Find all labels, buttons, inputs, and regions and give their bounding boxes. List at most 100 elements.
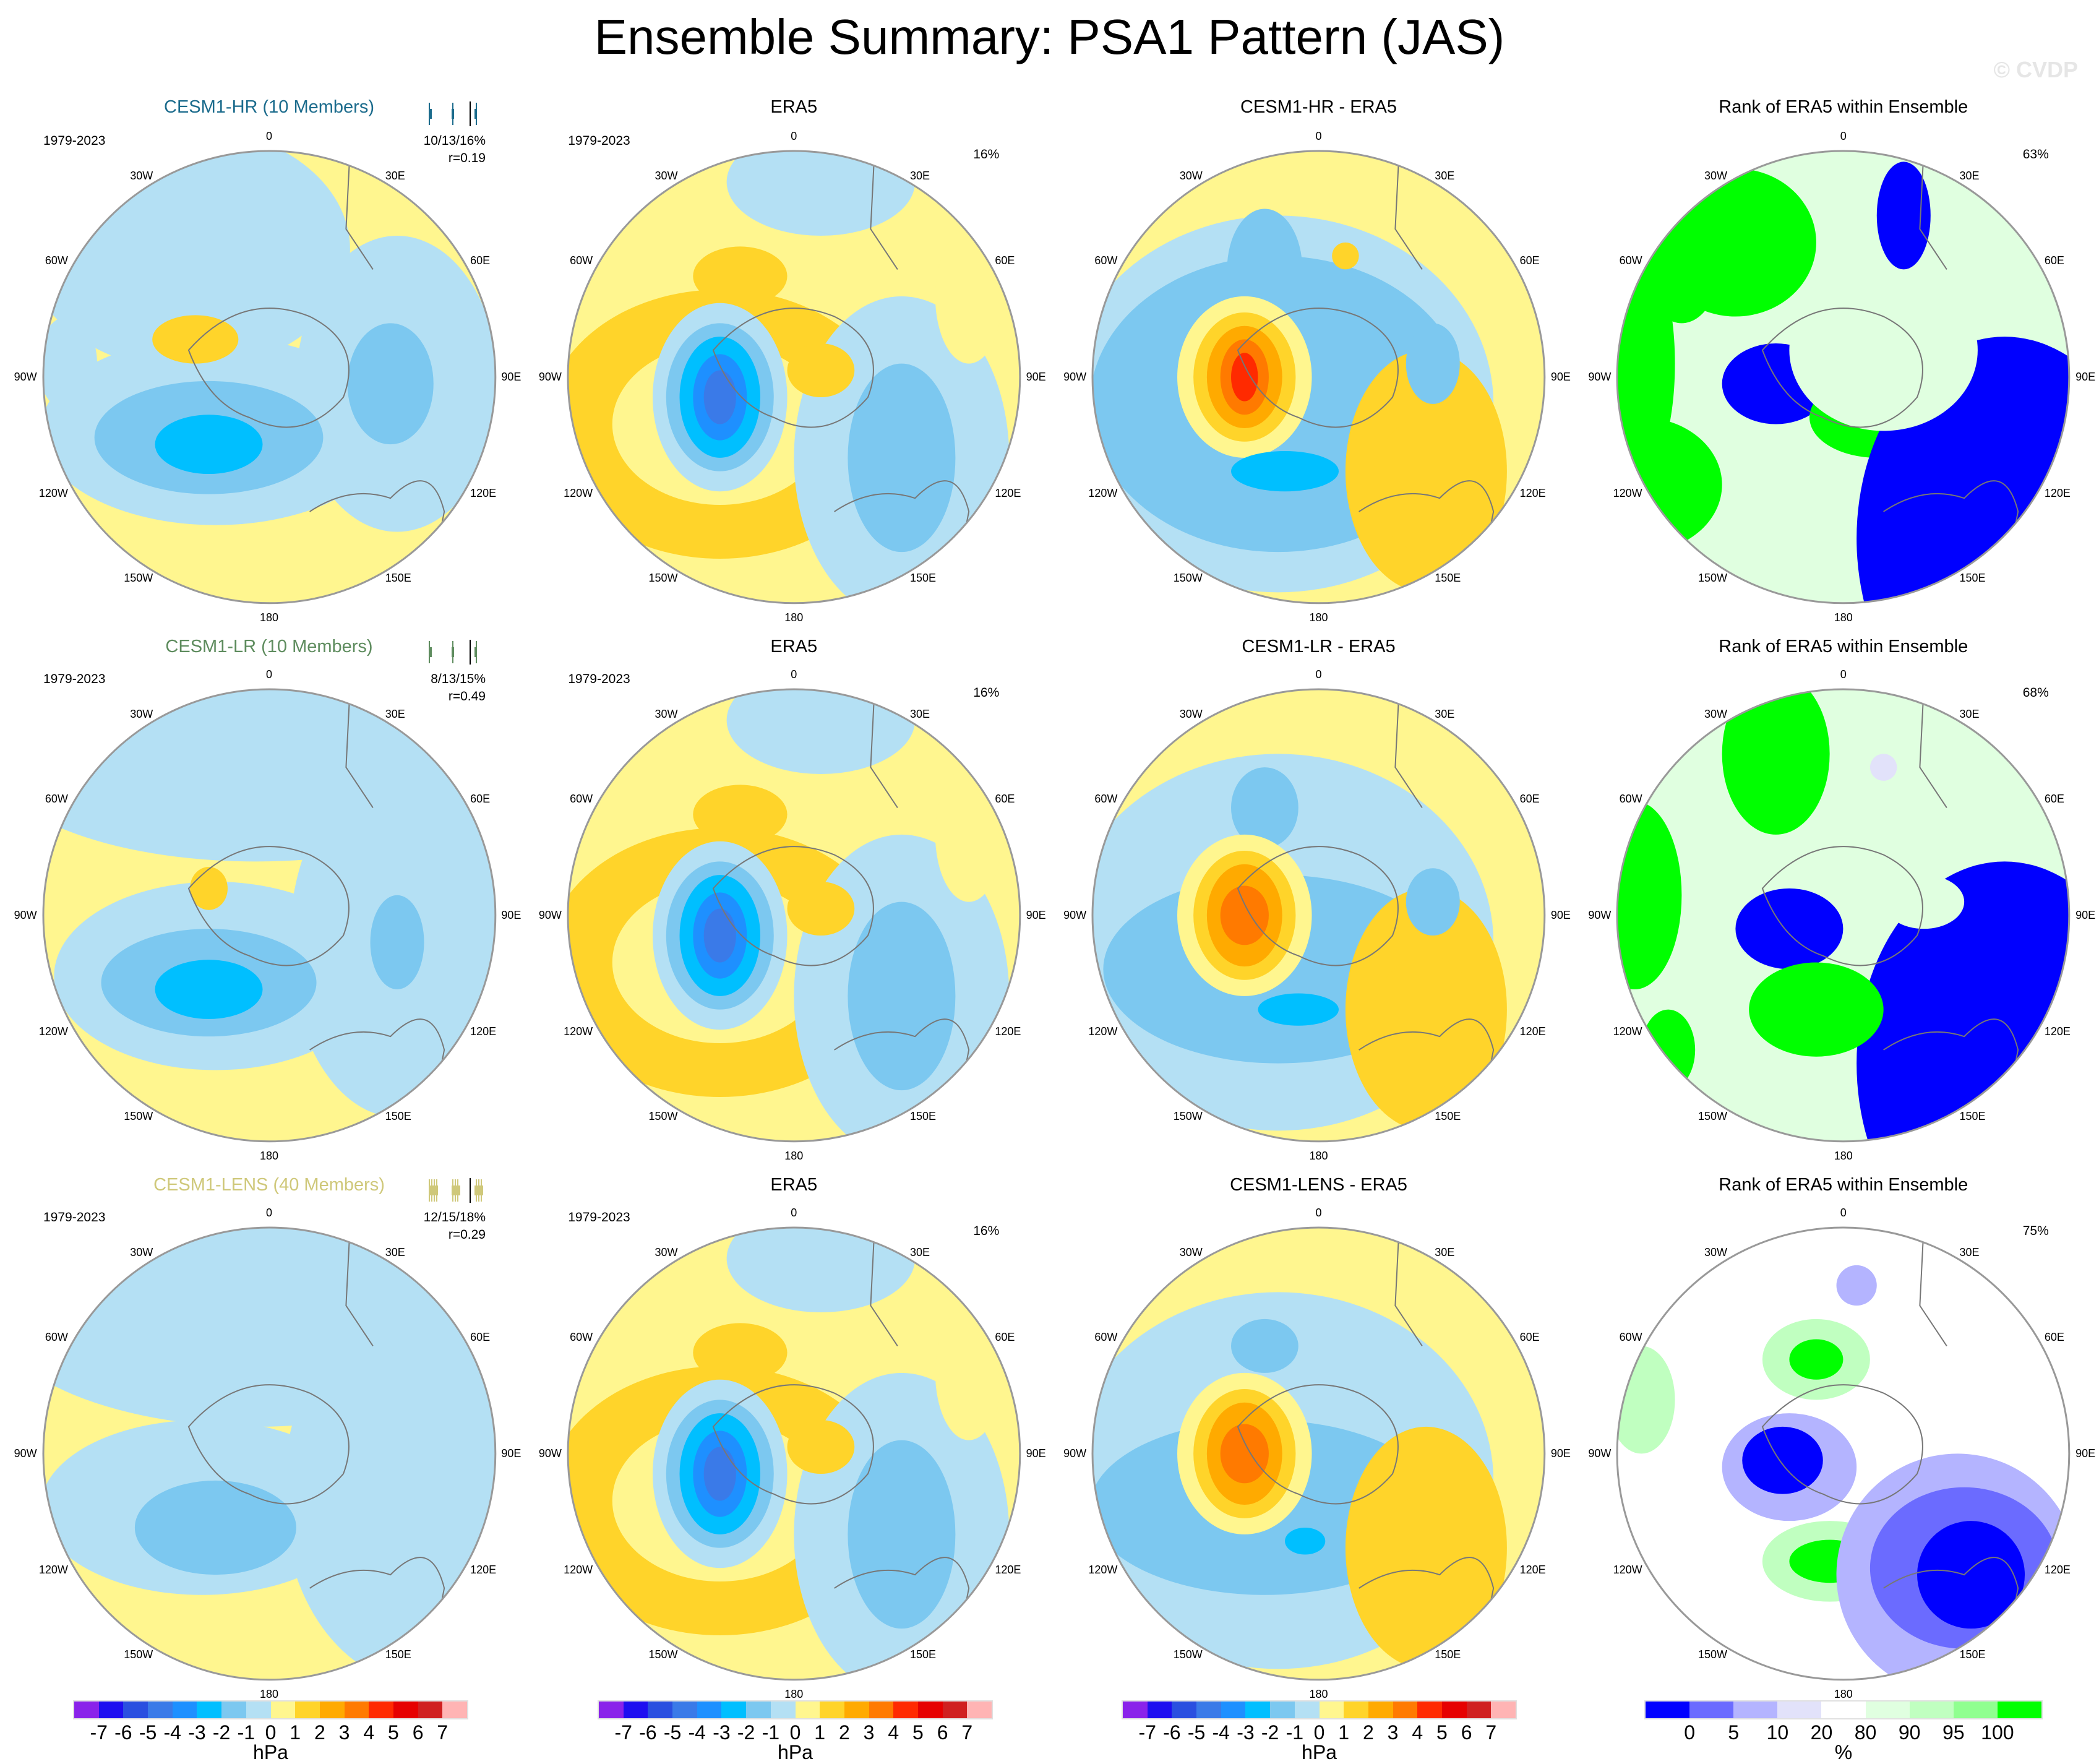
longitude-label: 30E <box>385 707 405 720</box>
hpa-colorbar-swatch <box>623 1702 648 1718</box>
contour-region <box>134 1480 296 1575</box>
hpa-colorbar-tick-label: 0 <box>1313 1721 1325 1744</box>
contour-region <box>787 881 855 936</box>
hpa-colorbar-swatch <box>1270 1702 1295 1718</box>
contour-region <box>1220 885 1269 945</box>
longitude-label: 30W <box>1704 1246 1728 1258</box>
hpa-colorbar-tick-label: 4 <box>363 1721 375 1744</box>
contour-region <box>1749 962 1884 1057</box>
longitude-label: 0 <box>1840 129 1847 142</box>
longitude-label: 120E <box>2044 486 2071 499</box>
contour-region <box>152 314 238 364</box>
contour-region <box>1883 874 1965 929</box>
hpa-colorbar-tick-label: -4 <box>1212 1721 1230 1744</box>
hpa-colorbar-tick-label: 2 <box>314 1721 325 1744</box>
period-label: 1979-2023 <box>568 133 630 148</box>
coastline-australia <box>1359 1018 1495 1117</box>
hpa-colorbar-tick-label: 7 <box>961 1721 973 1744</box>
longitude-label: 30W <box>1179 1246 1203 1258</box>
longitude-label: 30W <box>1704 169 1728 182</box>
longitude-label: 0 <box>265 1206 273 1219</box>
longitude-label: 120E <box>470 1563 497 1576</box>
contour-region <box>1285 1527 1326 1555</box>
hpa-colorbar-swatch <box>697 1702 722 1718</box>
longitude-label: 90E <box>2075 1447 2096 1460</box>
coastline-antarctica <box>712 845 874 966</box>
longitude-label: 180 <box>1309 1150 1328 1163</box>
longitude-label: 60W <box>1619 254 1642 267</box>
longitude-label: 0 <box>1840 668 1847 681</box>
contour-region <box>1877 161 1931 269</box>
contour-region <box>703 908 736 963</box>
hpa-colorbar-swatch <box>1368 1702 1394 1718</box>
longitude-label: 150W <box>1698 1648 1728 1661</box>
map-border <box>42 1226 496 1680</box>
longitude-label: 90W <box>1588 1447 1612 1460</box>
coastline-australia <box>1883 1018 2019 1117</box>
member-distribution-ticks <box>429 101 477 126</box>
hpa-colorbar-swatch <box>197 1702 222 1718</box>
longitude-label: 150W <box>1698 1110 1728 1123</box>
map-border <box>1091 150 1546 604</box>
contour-region <box>1220 1424 1269 1483</box>
longitude-label: 180 <box>1834 1150 1853 1163</box>
longitude-label: 60W <box>570 1331 593 1344</box>
model-title: CESM1-HR (10 Members) <box>164 97 374 117</box>
hpa-colorbar-swatch <box>1393 1702 1418 1718</box>
era5-title: ERA5 <box>770 1174 818 1195</box>
coastline-antarctica <box>1237 845 1399 966</box>
member-distribution-ticks <box>429 1177 483 1203</box>
longitude-label: 120W <box>564 1563 593 1576</box>
longitude-label: 180 <box>784 1150 804 1163</box>
hpa-colorbar-swatch <box>1221 1702 1246 1718</box>
longitude-label: 0 <box>1315 129 1322 142</box>
longitude-label: 90E <box>1026 371 1046 383</box>
model-title: CESM1-LENS (40 Members) <box>153 1174 385 1195</box>
pattern-correlation: r=0.19 <box>448 150 486 165</box>
longitude-label: 150E <box>909 1110 936 1123</box>
hpa-colorbar-swatch <box>1491 1702 1516 1718</box>
hpa-colorbar-tick-label: 1 <box>1338 1721 1350 1744</box>
longitude-label: 90W <box>14 1447 37 1460</box>
hpa-colorbar-swatch <box>1294 1702 1320 1718</box>
contour-region <box>1372 417 1480 552</box>
longitude-label: 150E <box>1435 1648 1461 1661</box>
coastline-africa <box>870 150 898 270</box>
contour-region <box>1836 1265 1878 1306</box>
difference-map <box>1091 688 1546 1142</box>
member-stats: 10/13/16% <box>423 133 486 148</box>
hpa-colorbar-tick-label: -4 <box>688 1721 706 1744</box>
hpa-colorbar-tick-label: 1 <box>814 1721 826 1744</box>
contour-region <box>1406 867 1460 936</box>
hpa-colorbar-tick-label: 7 <box>437 1721 449 1744</box>
coastline-africa <box>345 1227 374 1346</box>
coastline-antarctica <box>1237 307 1399 428</box>
longitude-label: 90E <box>2075 909 2096 921</box>
longitude-label: 30W <box>655 169 678 182</box>
longitude-label: 150W <box>648 572 678 585</box>
coastline-australia <box>833 480 970 579</box>
longitude-label: 60E <box>995 793 1015 806</box>
longitude-label: 150W <box>124 572 153 585</box>
rank-colorbar-swatch <box>1865 1702 1910 1718</box>
rank-colorbar-unit: % <box>1834 1741 1853 1763</box>
longitude-label: 150W <box>1173 1110 1203 1123</box>
coastline-africa <box>870 1227 898 1346</box>
hpa-colorbar-unit: hPa <box>253 1741 288 1763</box>
period-label: 1979-2023 <box>43 133 106 148</box>
longitude-label: 30E <box>385 169 405 182</box>
watermark: © CVDP <box>1993 57 2078 82</box>
hpa-colorbar-swatch <box>123 1702 148 1718</box>
hpa-colorbar-tick-label: 0 <box>265 1721 277 1744</box>
hpa-colorbar-swatch <box>148 1702 173 1718</box>
contour-region <box>1231 767 1298 848</box>
hpa-colorbar-frame <box>73 1700 468 1719</box>
contour-region <box>848 363 956 552</box>
longitude-label: 60E <box>995 254 1015 267</box>
hpa-colorbar-frame <box>1122 1700 1517 1719</box>
map-border <box>1091 688 1546 1142</box>
rank-colorbar-swatch <box>1997 1702 2042 1718</box>
hpa-colorbar-tick-label: 0 <box>789 1721 801 1744</box>
longitude-label: 90W <box>14 909 37 921</box>
hpa-colorbar-swatch <box>1466 1702 1492 1718</box>
